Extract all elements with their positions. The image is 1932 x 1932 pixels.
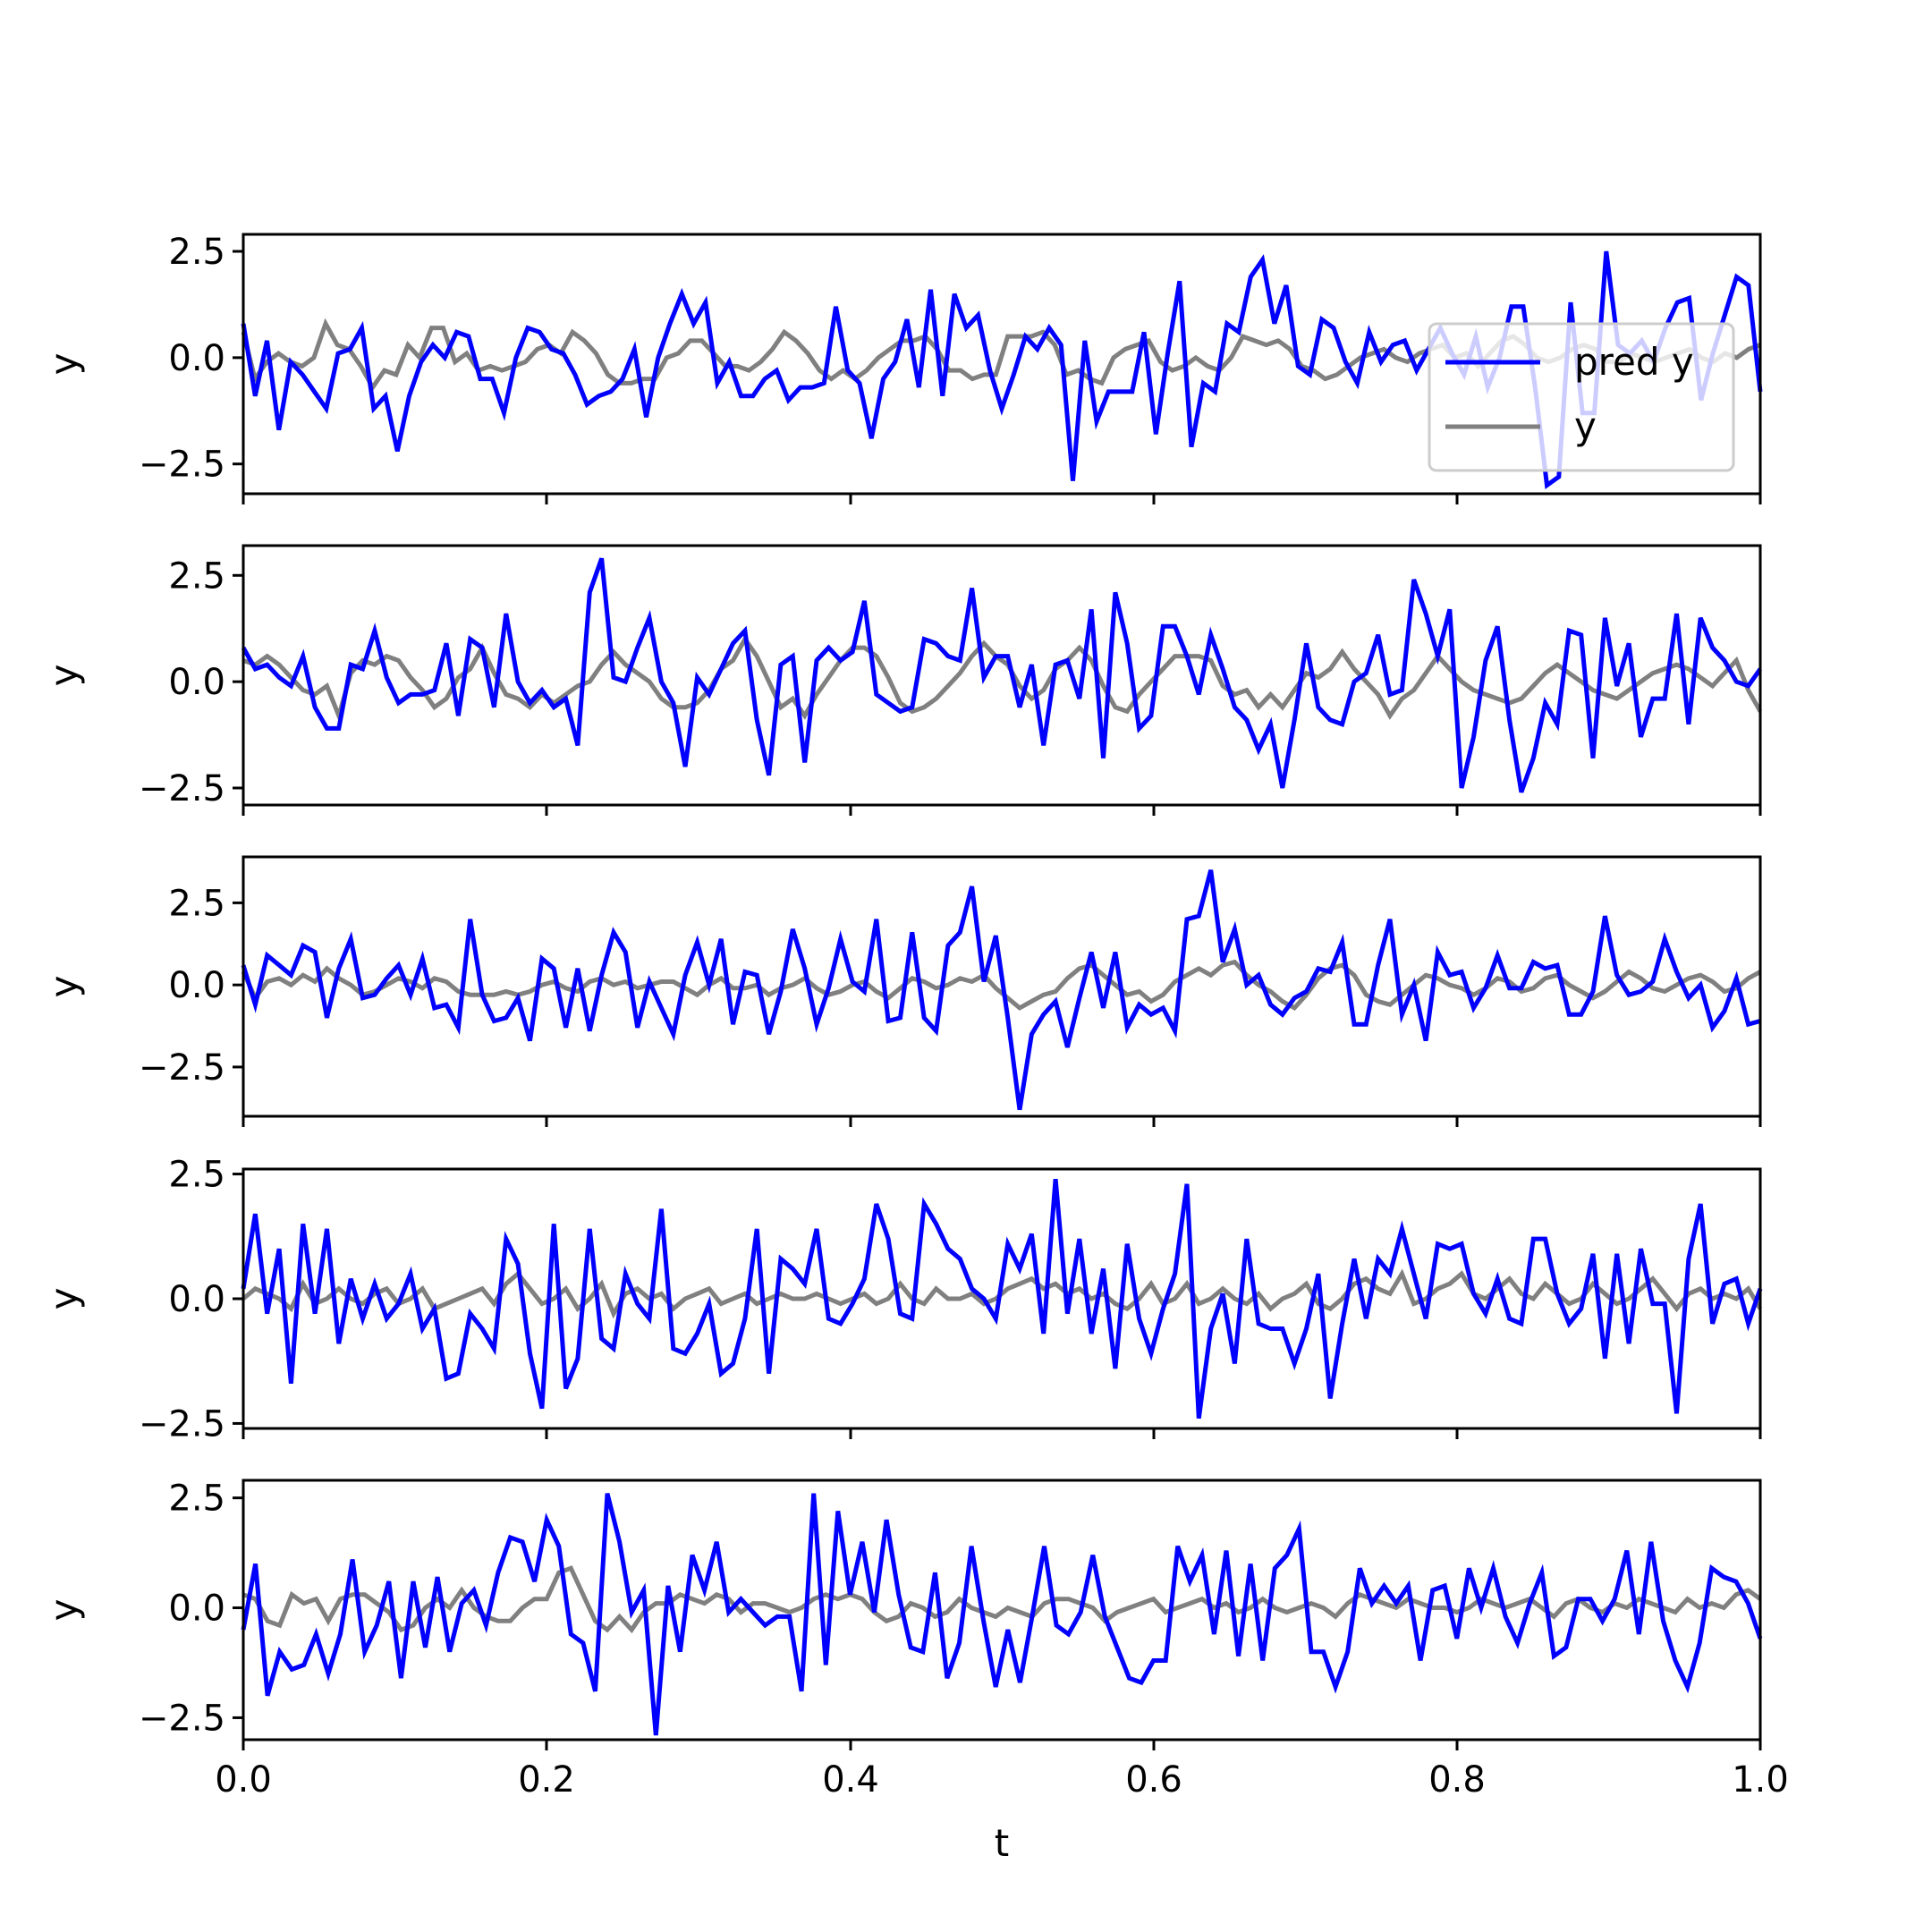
y-axis-label: y bbox=[42, 1599, 86, 1622]
x-tick-label: 0.0 bbox=[215, 1759, 272, 1801]
pred-y-line-5 bbox=[241, 1493, 1763, 1736]
y-axis-label: y bbox=[42, 1288, 86, 1310]
subplot-frame bbox=[242, 1479, 1762, 1741]
y-axis-label: y bbox=[42, 665, 86, 687]
legend-label: y bbox=[1574, 404, 1597, 448]
legend-label: pred y bbox=[1574, 340, 1694, 384]
y-tick-label: 2.5 bbox=[168, 1155, 225, 1196]
subplot-3: 2.5 0.0 −2.5 y bbox=[42, 855, 1762, 1127]
x-tick-label: 0.2 bbox=[518, 1759, 575, 1801]
y-tick-label: −2.5 bbox=[139, 1047, 225, 1089]
subplot-1: 2.5 0.0 −2.5 y pred y y bbox=[42, 232, 1763, 504]
y-line-2 bbox=[242, 634, 1763, 723]
y-tick-label: 2.5 bbox=[168, 555, 225, 597]
y-line-5 bbox=[242, 1565, 1762, 1634]
y-tick-label: −2.5 bbox=[139, 768, 225, 809]
x-axis-label: t bbox=[995, 1821, 1009, 1865]
x-tick-label: 0.6 bbox=[1125, 1759, 1182, 1801]
pred-y-line-3 bbox=[241, 869, 1761, 1111]
pred-y-line-4 bbox=[241, 1178, 1763, 1419]
y-tick-label: 0.0 bbox=[168, 965, 225, 1006]
y-tick-label: 0.0 bbox=[168, 1589, 225, 1630]
x-tick-label: 0.4 bbox=[822, 1759, 879, 1801]
y-tick-label: 2.5 bbox=[168, 883, 225, 924]
legend: pred y y bbox=[1428, 322, 1735, 472]
subplot-frame bbox=[242, 855, 1762, 1118]
y-tick-label: −2.5 bbox=[139, 1698, 225, 1739]
x-tick-label: 1.0 bbox=[1732, 1759, 1789, 1801]
subplot-2: 2.5 0.0 −2.5 y bbox=[42, 544, 1763, 816]
y-tick-label: −2.5 bbox=[139, 445, 225, 486]
y-tick-label: 0.0 bbox=[168, 1279, 225, 1320]
y-tick-label: 0.0 bbox=[168, 338, 225, 379]
subplot-4: 2.5 0.0 −2.5 y bbox=[42, 1155, 1763, 1445]
pred-y-line-2 bbox=[241, 557, 1763, 793]
y-axis-label: y bbox=[42, 353, 86, 376]
y-tick-label: −2.5 bbox=[139, 1403, 225, 1445]
y-axis-label: y bbox=[42, 976, 86, 998]
y-tick-label: 2.5 bbox=[168, 1479, 225, 1520]
x-tick-label: 0.8 bbox=[1428, 1759, 1486, 1801]
y-tick-label: 0.0 bbox=[168, 662, 225, 703]
y-tick-label: 2.5 bbox=[168, 232, 225, 273]
subplot-frame bbox=[242, 233, 1762, 496]
subplot-5: 2.5 0.0 −2.5 0.0 0.2 0.4 0.6 0.8 1.0 y t bbox=[42, 1479, 1789, 1865]
subplot-frame bbox=[242, 544, 1762, 807]
